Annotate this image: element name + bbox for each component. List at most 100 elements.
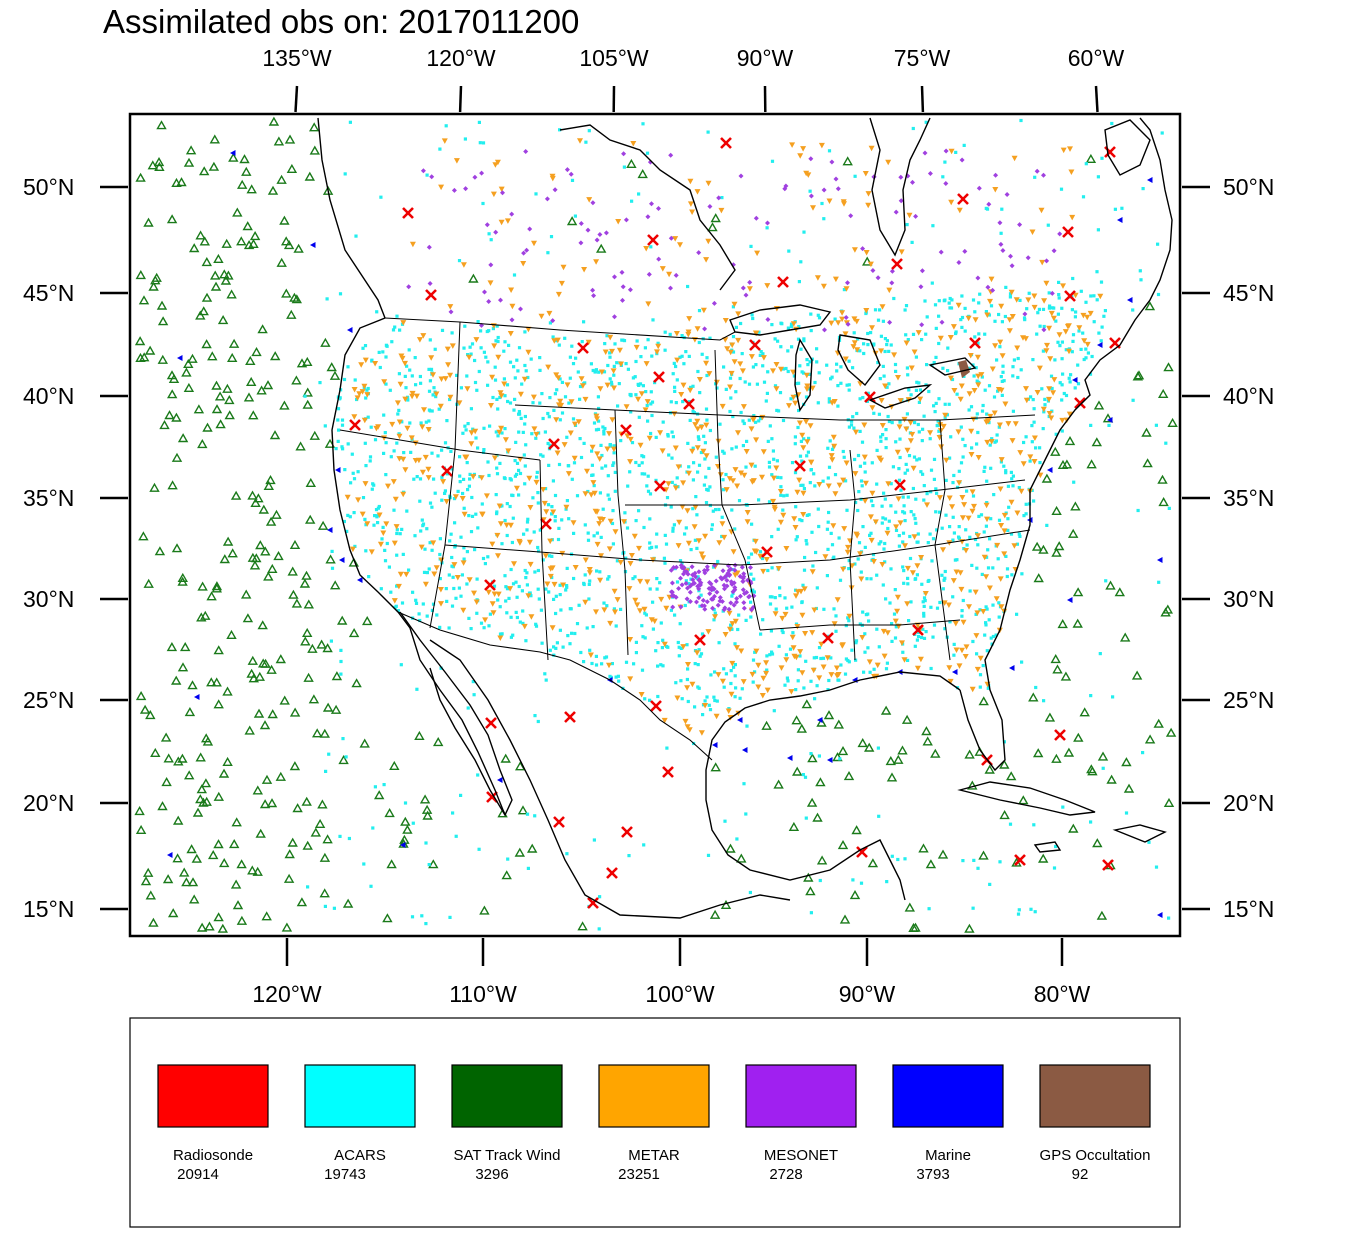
lake-erie [868, 384, 933, 409]
acars-marker [568, 642, 572, 646]
legend-count: 20914 [177, 1166, 219, 1183]
metar-marker [400, 491, 407, 498]
acars-marker [905, 223, 909, 227]
acars-marker [883, 541, 887, 546]
acars-marker [698, 391, 702, 395]
sat-wind-marker [276, 257, 287, 267]
acars-marker [730, 627, 734, 631]
acars-marker [433, 491, 437, 495]
metar-marker [810, 667, 817, 674]
acars-marker [920, 635, 924, 640]
metar-marker [998, 303, 1005, 310]
sat-wind-marker [283, 873, 295, 883]
acars-marker [989, 304, 994, 308]
marine-marker [952, 669, 958, 675]
acars-marker [807, 513, 811, 517]
acars-marker [383, 548, 387, 552]
acars-marker [583, 523, 587, 527]
sat-wind-marker [287, 566, 298, 576]
metar-marker [760, 568, 767, 575]
acars-marker [445, 599, 449, 603]
acars-marker [747, 382, 752, 386]
acars-marker [856, 337, 860, 341]
metar-marker [892, 618, 899, 625]
acars-marker [644, 390, 648, 394]
acars-marker [768, 424, 772, 428]
metar-marker [703, 453, 710, 459]
metar-marker [740, 679, 747, 685]
acars-marker [418, 499, 422, 503]
acars-marker [463, 424, 467, 428]
acars-marker [761, 364, 765, 368]
acars-marker [757, 498, 761, 502]
acars-marker [608, 674, 612, 678]
radiosonde-marker [540, 518, 552, 530]
sat-wind-marker [984, 764, 995, 774]
acars-marker [802, 437, 806, 441]
metar-marker [808, 459, 815, 466]
sat-wind-marker [302, 399, 313, 409]
acars-marker [733, 674, 737, 678]
mesonet-marker [700, 597, 706, 603]
acars-marker [902, 569, 906, 573]
mesonet-marker [482, 289, 487, 295]
acars-marker [413, 534, 417, 538]
metar-marker [828, 672, 835, 678]
radiosonde-marker [822, 632, 834, 644]
sat-wind-marker [319, 852, 331, 862]
metar-marker [635, 396, 642, 403]
sat-wind-marker [1072, 587, 1084, 597]
sat-wind-marker [302, 840, 313, 850]
sat-wind-marker [308, 694, 320, 704]
acars-marker [778, 586, 782, 590]
acars-marker [1002, 740, 1006, 744]
acars-marker [1057, 296, 1061, 300]
metar-marker [968, 428, 975, 435]
acars-marker [941, 175, 945, 179]
acars-marker [691, 478, 695, 482]
acars-marker [589, 362, 593, 366]
acars-marker [789, 397, 793, 401]
acars-marker [679, 646, 683, 650]
acars-marker [979, 513, 984, 517]
acars-marker [476, 446, 480, 450]
acars-marker [697, 648, 701, 652]
mesonet-marker [691, 580, 697, 586]
acars-marker [885, 385, 889, 389]
acars-marker [336, 407, 341, 411]
acars-marker [890, 622, 894, 626]
acars-marker [1011, 484, 1015, 488]
acars-marker [650, 545, 654, 549]
acars-marker [1098, 652, 1102, 656]
acars-marker [970, 446, 974, 450]
metar-marker [402, 467, 409, 473]
acars-marker [1064, 393, 1069, 398]
acars-marker [400, 322, 405, 326]
mesonet-marker [702, 606, 708, 612]
acars-marker [844, 657, 848, 661]
acars-marker [934, 510, 938, 514]
radiosonde-marker [856, 846, 868, 858]
acars-marker [780, 629, 784, 633]
acars-marker [588, 579, 592, 583]
acars-marker [859, 479, 864, 483]
acars-marker [1071, 339, 1075, 343]
metar-marker [459, 496, 466, 502]
sat-wind-marker [236, 236, 247, 246]
acars-marker [700, 632, 705, 636]
metar-marker [938, 444, 945, 450]
acars-marker [869, 331, 873, 335]
acars-marker [921, 427, 925, 431]
acars-marker [1141, 751, 1145, 755]
left-tick-label: 20°N [23, 790, 74, 816]
right-tick-label: 15°N [1223, 896, 1274, 922]
acars-marker [884, 667, 889, 671]
acars-marker [533, 814, 537, 818]
acars-marker [324, 769, 328, 773]
acars-marker [869, 531, 873, 535]
mesonet-marker [722, 586, 727, 592]
marine-marker [1072, 377, 1078, 383]
metar-marker [601, 607, 608, 613]
sat-wind-marker [761, 720, 772, 730]
acars-marker [836, 678, 840, 682]
